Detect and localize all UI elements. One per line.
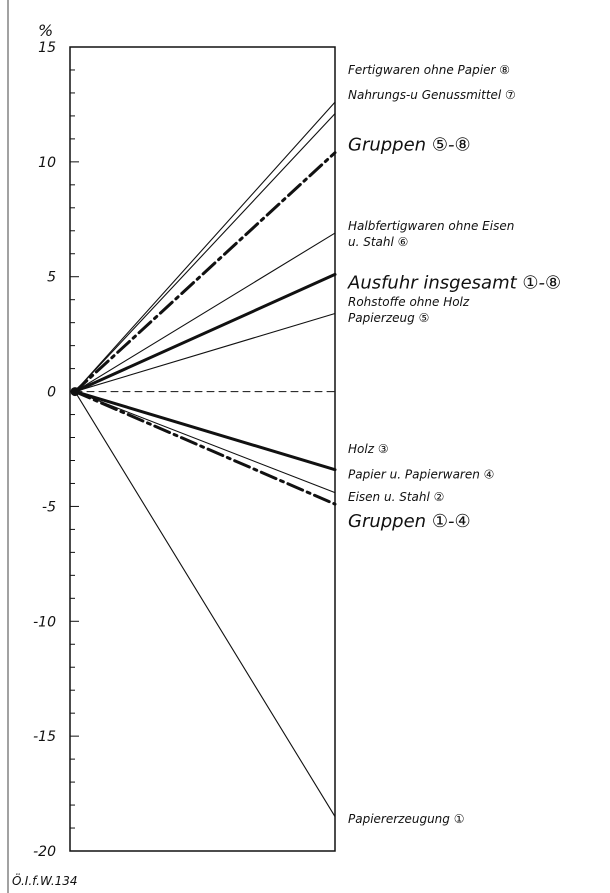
series-line-8: [74, 391, 336, 494]
y-tick-label: -10: [33, 614, 56, 630]
annotation-label: Ausfuhr insgesamt ①-⑧: [347, 272, 561, 293]
y-tick-label: -20: [33, 844, 56, 860]
annotation-label: Papier u. Papierwaren ④: [348, 467, 494, 481]
origin-point: [70, 387, 80, 397]
annotation-label: Holz ③: [348, 442, 389, 456]
annotation-label: Papiererzeugung ①: [348, 812, 464, 826]
annotation-label: Rohstoffe ohne Holz: [348, 295, 470, 309]
series-line-7: [73, 390, 337, 472]
series-line-0: [74, 101, 336, 393]
series-line-2: [73, 151, 337, 394]
y-tick-label: 15: [38, 40, 56, 56]
annotation-layer: Fertigwaren ohne Papier ⑧ Nahrungs-u Genu…: [347, 63, 561, 826]
y-tick-label: 0: [47, 385, 56, 401]
plot-frame: [69, 46, 336, 852]
tick-layer: 15 10 5 0 -5 -10 -15 -20: [33, 40, 79, 860]
y-tick-label: 10: [38, 155, 56, 171]
y-tick-label: 5: [47, 270, 56, 286]
unit-label: %: [38, 21, 53, 40]
annotation-label: Gruppen ⑤-⑧: [348, 134, 471, 155]
series-line-4: [73, 272, 337, 394]
annotation-label: Halbfertigwaren ohne Eisen: [348, 219, 514, 233]
series-line-1: [74, 113, 336, 393]
annotation-label: Fertigwaren ohne Papier ⑧: [348, 63, 510, 77]
series-line-3: [74, 232, 336, 393]
y-tick-label: -5: [42, 499, 56, 515]
annotation-label: Eisen u. Stahl ②: [348, 490, 444, 504]
annotation-label: Papierzeug ⑤: [348, 311, 429, 325]
annotation-label: Nahrungs-u Genussmittel ⑦: [348, 88, 516, 102]
series-line-9: [73, 390, 337, 506]
annotation-label: Gruppen ①-④: [348, 511, 471, 532]
series-layer: [70, 101, 337, 818]
source-label: Ö.I.f.W.134: [12, 872, 78, 888]
series-line-5: [74, 312, 336, 393]
y-tick-label: -15: [33, 729, 56, 745]
series-line-10: [74, 391, 336, 818]
annotation-label: u. Stahl ⑥: [348, 235, 408, 249]
